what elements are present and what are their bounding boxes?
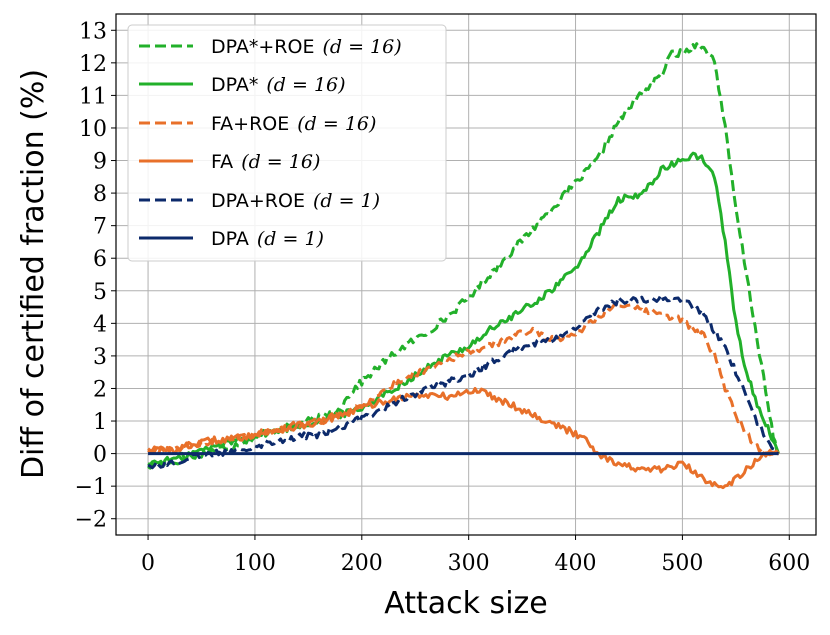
x-tick-label-2: 200 [341, 551, 383, 576]
x-axis-label: Attack size [384, 586, 547, 621]
legend-label-dpa-roe: DPA+ROE [211, 190, 305, 212]
svg-text:FA(d = 16): FA (d = 16) [211, 151, 320, 173]
svg-text:DPA*(d = 16): DPA* (d = 16) [211, 74, 346, 96]
x-tick-label-4: 400 [555, 551, 597, 576]
x-tick-label-3: 300 [448, 551, 490, 576]
y-tick-label-2: 0 [93, 443, 107, 468]
x-axis-ticks: 0 100 200 300 400 500 600 [141, 535, 810, 576]
svg-text:FA+ROE(d = 16): FA+ROE (d = 16) [211, 113, 376, 135]
legend: DPA*+ROE (d = 16) DPA* (d = 16) FA+ROE (d =… [127, 24, 447, 262]
y-tick-label-11: 9 [93, 150, 107, 175]
legend-math-fa-roe: (d = 16) [297, 113, 376, 135]
y-tick-label-7: 5 [93, 280, 107, 305]
legend-math-dpa: (d = 1) [257, 228, 324, 250]
legend-entry-fa-roe: FA+ROE (d = 16) [139, 113, 376, 135]
y-tick-label-8: 6 [93, 247, 107, 272]
y-tick-label-9: 7 [93, 215, 107, 240]
legend-label-dpa: DPA [211, 228, 249, 250]
svg-text:DPA+ROE(d = 1): DPA+ROE (d = 1) [211, 190, 380, 212]
y-tick-label-15: 13 [79, 19, 107, 44]
legend-math-fa: (d = 16) [241, 151, 320, 173]
legend-math-dpa-star-roe: (d = 16) [322, 36, 401, 58]
legend-math-dpa-roe: (d = 1) [313, 190, 380, 212]
y-tick-label-3: 1 [93, 410, 107, 435]
y-tick-label-1: −1 [75, 475, 107, 500]
series-group [147, 42, 781, 490]
y-tick-label-10: 8 [93, 182, 107, 207]
legend-label-dpa-star: DPA* [211, 74, 258, 96]
y-axis-label: Diff of certified fraction (%) [16, 69, 51, 479]
legend-label-fa: FA [211, 151, 233, 173]
y-tick-label-5: 3 [93, 345, 107, 370]
y-tick-label-13: 11 [79, 84, 107, 109]
legend-entry-dpa-star: DPA* (d = 16) [139, 74, 346, 96]
legend-math-dpa-star: (d = 16) [266, 74, 345, 96]
y-tick-label-0: −2 [75, 508, 107, 533]
series-line-fa [147, 387, 780, 490]
legend-entry-fa: FA (d = 16) [139, 151, 320, 173]
legend-entry-dpa: DPA (d = 1) [139, 228, 324, 250]
legend-entry-dpa-roe: DPA+ROE (d = 1) [139, 190, 380, 212]
y-tick-label-14: 12 [79, 52, 107, 77]
x-tick-label-1: 100 [234, 551, 276, 576]
x-tick-label-0: 0 [141, 551, 155, 576]
legend-label-fa-roe: FA+ROE [211, 113, 289, 135]
svg-text:DPA*+ROE(d = 16): DPA*+ROE (d = 16) [211, 36, 402, 58]
svg-text:DPA(d = 1): DPA (d = 1) [211, 228, 324, 250]
series-line-dpa-roe [147, 293, 779, 470]
series-line-fa-roe [147, 303, 779, 457]
x-tick-label-6: 600 [768, 551, 810, 576]
y-tick-label-12: 10 [79, 117, 107, 142]
x-tick-label-5: 500 [661, 551, 703, 576]
legend-label-dpa-star-roe: DPA*+ROE [211, 36, 314, 58]
axes-frame [115, 13, 817, 536]
y-tick-label-6: 4 [93, 312, 107, 337]
legend-box [127, 24, 447, 262]
y-tick-label-4: 2 [93, 377, 107, 402]
legend-entry-dpa-star-roe: DPA*+ROE (d = 16) [139, 36, 402, 58]
plot-area [147, 42, 781, 490]
